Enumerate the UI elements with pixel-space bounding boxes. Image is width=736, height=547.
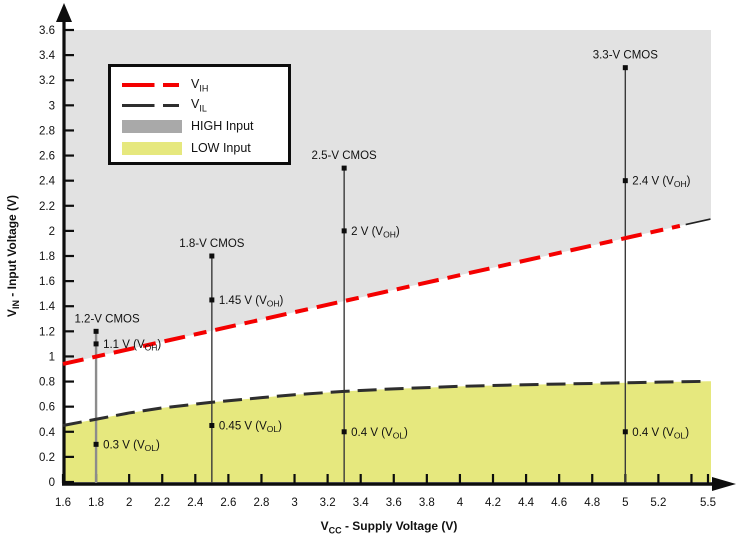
voltage-point-marker bbox=[209, 297, 215, 303]
vih-line bbox=[62, 223, 681, 366]
y-tick-label: 1.2 bbox=[39, 326, 55, 338]
cmos-standard-label: 2.5-V CMOS bbox=[312, 150, 378, 162]
voltage-point-label: 0.3 V (VOL) bbox=[103, 439, 160, 453]
voltage-point-marker bbox=[622, 178, 628, 184]
voltage-point-label: 0.45 V (VOL) bbox=[219, 421, 282, 435]
y-tick-label: 2 bbox=[49, 226, 55, 238]
y-tick-label: 1.4 bbox=[39, 301, 56, 313]
y-tick-label: 3.6 bbox=[39, 25, 55, 37]
x-tick-label: 4.2 bbox=[485, 497, 501, 509]
x-tick-label: 4.8 bbox=[584, 497, 600, 509]
cmos-standard-label: 1.8-V CMOS bbox=[179, 238, 245, 250]
legend-label-low-input: LOW Input bbox=[191, 141, 251, 155]
y-tick-label: 0.4 bbox=[39, 427, 56, 439]
vih-line-end-segment bbox=[685, 218, 711, 226]
voltage-point-label: 2 V (VOH) bbox=[351, 226, 400, 240]
x-tick-label: 5 bbox=[622, 497, 628, 509]
legend-item-vih: VIH bbox=[122, 75, 288, 95]
y-tick-label: 3.2 bbox=[39, 75, 55, 87]
x-axis-arrow bbox=[712, 477, 736, 491]
y-tick-label: 3 bbox=[49, 100, 55, 112]
voltage-point-label: 1.45 V (VOH) bbox=[219, 295, 284, 309]
cmos-standard-label: 1.2-V CMOS bbox=[74, 313, 140, 325]
x-tick-label: 3.8 bbox=[419, 497, 435, 509]
y-tick-label: 1 bbox=[49, 351, 55, 363]
cmos-standard-label: 3.3-V CMOS bbox=[593, 50, 659, 62]
y-tick-label: 3.4 bbox=[39, 50, 56, 62]
legend-label-vih: VIH bbox=[191, 76, 209, 94]
legend-item-high-input: HIGH Input bbox=[122, 115, 288, 137]
legend-item-vil: VIL bbox=[122, 95, 288, 115]
y-tick-label: 2.8 bbox=[39, 125, 55, 137]
legend-label-vil: VIL bbox=[191, 96, 207, 114]
x-axis-title: VCC - Supply Voltage (V) bbox=[320, 519, 458, 536]
y-tick-label: 2.6 bbox=[39, 151, 55, 163]
voltage-point-label: 2.4 V (VOH) bbox=[632, 176, 690, 190]
y-tick-label: 0.8 bbox=[39, 377, 55, 389]
x-tick-label: 3.2 bbox=[320, 497, 336, 509]
low-input-swatch bbox=[122, 141, 182, 155]
cmos-line-top-marker bbox=[622, 65, 628, 71]
x-tick-label: 2.8 bbox=[253, 497, 269, 509]
vil-dashed-line-swatch bbox=[122, 103, 179, 107]
low-input-region bbox=[63, 381, 711, 482]
x-tick-label: 1.6 bbox=[55, 497, 71, 509]
legend-item-low-input: LOW Input bbox=[122, 137, 288, 159]
x-tick-label: 3.6 bbox=[386, 497, 402, 509]
y-tick-label: 0 bbox=[49, 477, 55, 489]
vih-dashed-line-swatch bbox=[122, 83, 179, 87]
voltage-point-marker bbox=[622, 429, 628, 435]
y-tick-label: 0.2 bbox=[39, 452, 55, 464]
voltage-point-label: 0.4 V (VOL) bbox=[351, 427, 408, 441]
voltage-point-marker bbox=[93, 441, 99, 447]
x-tick-label: 4.4 bbox=[518, 497, 535, 509]
x-tick-label: 2.4 bbox=[187, 497, 204, 509]
x-tick-label: 2.2 bbox=[154, 497, 170, 509]
x-tick-label: 2.6 bbox=[220, 497, 236, 509]
legend-label-high-input: HIGH Input bbox=[191, 119, 254, 133]
x-tick-label: 4.6 bbox=[551, 497, 567, 509]
high-input-swatch bbox=[122, 119, 182, 133]
y-axis-title: VIN - Input Voltage (V) bbox=[4, 194, 22, 318]
voltage-point-marker bbox=[93, 341, 99, 347]
y-tick-label: 2.4 bbox=[39, 176, 56, 188]
cmos-line-top-marker bbox=[93, 328, 99, 334]
x-tick-label: 3 bbox=[291, 497, 297, 509]
vil-curve bbox=[62, 379, 709, 427]
cmos-line-top-marker bbox=[341, 165, 347, 171]
x-tick-label: 3.4 bbox=[353, 497, 370, 509]
x-tick-label: 4 bbox=[457, 497, 464, 509]
x-tick-label: 5.5 bbox=[700, 497, 716, 509]
x-tick-label: 2 bbox=[126, 497, 132, 509]
y-tick-label: 0.6 bbox=[39, 402, 55, 414]
y-tick-label: 1.6 bbox=[39, 276, 55, 288]
y-axis-arrow bbox=[56, 3, 72, 22]
x-tick-label: 1.8 bbox=[88, 497, 104, 509]
voltage-point-label: 1.1 V (VOH) bbox=[103, 339, 161, 353]
voltage-point-label: 0.4 V (VOL) bbox=[632, 427, 689, 441]
voltage-point-marker bbox=[341, 429, 347, 435]
x-tick-label: 5.2 bbox=[650, 497, 666, 509]
chart-legend: VIH VIL HIGH Input LOW Input bbox=[108, 64, 291, 165]
voltage-point-marker bbox=[209, 423, 215, 428]
cmos-line-top-marker bbox=[209, 253, 215, 259]
y-tick-label: 2.2 bbox=[39, 201, 55, 213]
y-tick-label: 1.8 bbox=[39, 251, 55, 263]
voltage-point-marker bbox=[341, 228, 347, 234]
